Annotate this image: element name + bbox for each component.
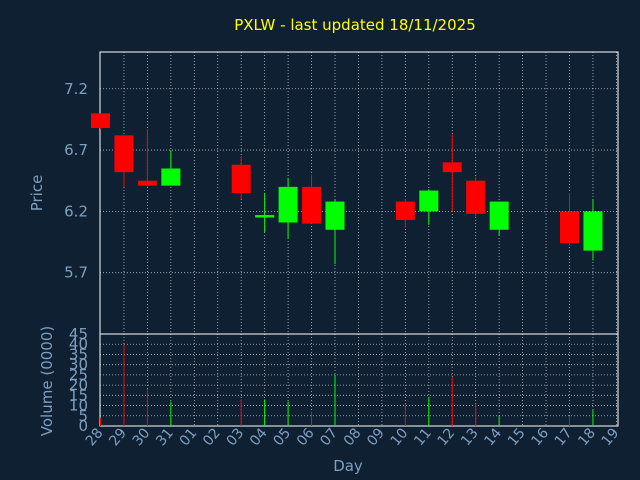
volume-tick-label: 30 [69,356,88,374]
x-axis-ticks: 28 29 30 31 01 02 03 04 05 06 07 08 09 10 11 12 13 14 15 16… [83,425,623,449]
candle-body-down [442,162,462,173]
candle-body-up [583,211,603,251]
price-tick-label: 7.2 [64,80,88,98]
candles [91,113,603,265]
volume-axis-label: Volume (0000) [38,326,56,436]
volume-tick-label: 40 [69,335,88,353]
chart-title: PXLW - last updated 18/11/2025 [234,16,476,34]
candle-body-down [466,180,486,214]
price-axis-ticks: 7.2 6.7 6.2 5.7 [64,80,88,282]
x-axis-label: Day [333,457,363,475]
candle-body-down [231,164,251,193]
candle-body-up [489,201,509,230]
price-axis-label: Price [28,175,46,212]
candle-body-up [419,190,439,212]
price-tick-label: 5.7 [64,264,88,282]
volume-tick-label: 25 [69,366,88,384]
candle-body-down [114,135,134,173]
volume-tick-label: 10 [69,397,88,415]
volume-tick-label: 5 [78,407,88,425]
candle-body-down [137,180,157,186]
candle-body-down [91,113,110,129]
candle-body-up [325,201,345,230]
candle-body-down [395,201,415,220]
price-panel: 7.2 6.7 6.2 5.7 [64,51,619,335]
candle-body-up [161,168,181,186]
volume-tick-label: 0 [78,417,88,435]
volume-tick-label: 45 [69,325,88,343]
price-tick-label: 6.7 [64,141,88,159]
candle-body-up [255,215,275,218]
volume-bars [100,344,594,426]
volume-tick-label: 35 [69,345,88,363]
volume-grid [100,333,618,427]
price-tick-label: 6.2 [64,202,88,220]
volume-tick-label: 20 [69,376,88,394]
volume-tick-label: 15 [69,386,88,404]
candle-body-down [560,211,579,244]
candle-body-up [278,186,298,223]
candle-body-down [302,186,322,224]
